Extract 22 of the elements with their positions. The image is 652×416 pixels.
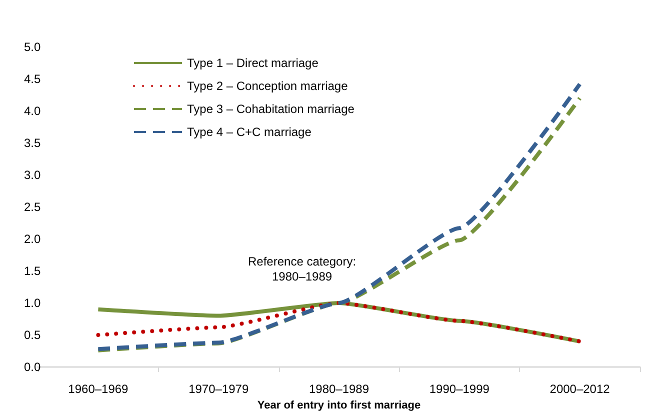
y-tick-label: 2.5: [24, 200, 42, 214]
y-tick-label: 3.0: [24, 168, 42, 182]
y-tick-label: 4.0: [24, 104, 42, 118]
x-tick-label: 1970–1979: [188, 382, 249, 396]
y-tick-label: 1.5: [24, 264, 42, 278]
y-tick-label: 0.0: [24, 360, 42, 374]
y-tick-label: 1.0: [24, 296, 42, 310]
x-tick-label: 1960–1969: [68, 382, 129, 396]
x-tick-label: 1980–1989: [308, 382, 370, 396]
x-axis-title: Year of entry into first marriage: [257, 400, 421, 412]
y-tick-label: 4.5: [24, 72, 42, 86]
y-tick-label: 2.0: [24, 232, 42, 246]
y-tick-label: 5.0: [24, 40, 42, 54]
legend-label: Type 1 – Direct marriage: [187, 56, 319, 70]
x-tick-label: 1990–1999: [429, 382, 490, 396]
legend-label: Type 3 – Cohabitation marriage: [187, 102, 355, 116]
legend-label: Type 4 – C+C marriage: [187, 125, 312, 139]
annotation: Reference category: 1980–1989: [248, 254, 356, 284]
y-tick-label: 0.5: [24, 328, 42, 342]
x-tick-label: 2000–2012: [550, 382, 610, 396]
legend-label: Type 2 – Conception marriage: [187, 79, 348, 93]
y-tick-label: 3.5: [24, 136, 42, 150]
